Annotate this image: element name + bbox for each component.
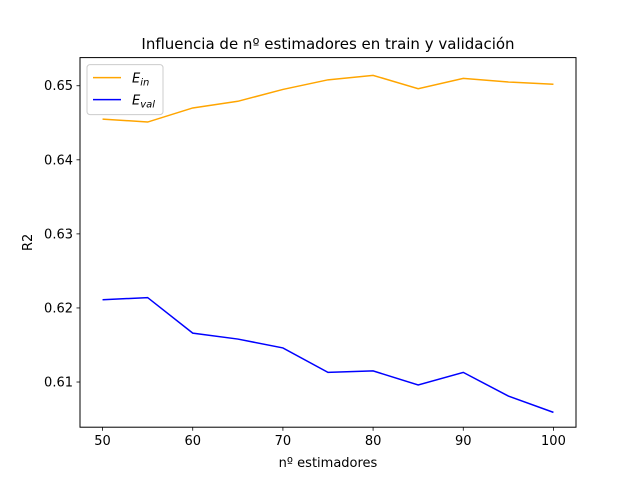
x-tick-label: 90 <box>455 434 472 449</box>
x-axis: 50 60 70 80 90 100 <box>94 427 566 449</box>
legend-label-1: Eval <box>132 94 155 111</box>
legend: Ein Eval <box>86 64 164 116</box>
y-tick-label: 0.61 <box>44 376 73 391</box>
y-tick-label: 0.65 <box>44 79 73 94</box>
series-line-0 <box>102 74 554 123</box>
legend-label-0: Ein <box>132 72 149 89</box>
plot-area-frame <box>79 57 577 428</box>
x-tick-label: 60 <box>184 434 201 449</box>
x-axis-label: nº estimadores <box>279 456 378 471</box>
y-axis-label: R2 <box>21 234 36 251</box>
x-tick-label: 70 <box>275 434 292 449</box>
y-tick-label: 0.64 <box>44 153 73 168</box>
y-tick-label: 0.62 <box>44 301 73 316</box>
x-tick-label: 100 <box>541 434 566 449</box>
x-tick-label: 50 <box>94 434 111 449</box>
x-tick-label: 80 <box>365 434 382 449</box>
series-line-1 <box>102 296 554 414</box>
y-tick-label: 0.63 <box>44 227 73 242</box>
y-axis: 0.61 0.62 0.63 0.64 0.65 <box>44 79 80 391</box>
chart-title: Influencia de nº estimadores en train y … <box>141 35 514 53</box>
series-layer <box>102 74 554 414</box>
